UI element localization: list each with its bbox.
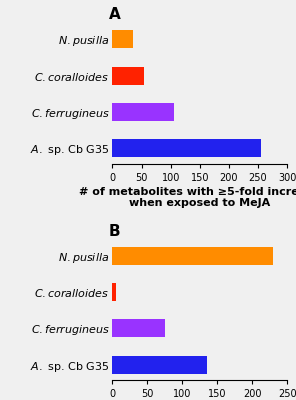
Text: A: A (109, 7, 121, 22)
Bar (112, 319, 165, 337)
Bar (112, 356, 207, 374)
Bar (112, 247, 273, 265)
Bar (112, 283, 116, 301)
X-axis label: # of metabolites with ≥5-fold increase
when exposed to MeJA: # of metabolites with ≥5-fold increase w… (79, 187, 296, 208)
Bar (112, 30, 133, 48)
Text: B: B (109, 224, 120, 239)
Bar (112, 67, 144, 85)
Bar (112, 103, 173, 121)
Bar (112, 139, 261, 157)
